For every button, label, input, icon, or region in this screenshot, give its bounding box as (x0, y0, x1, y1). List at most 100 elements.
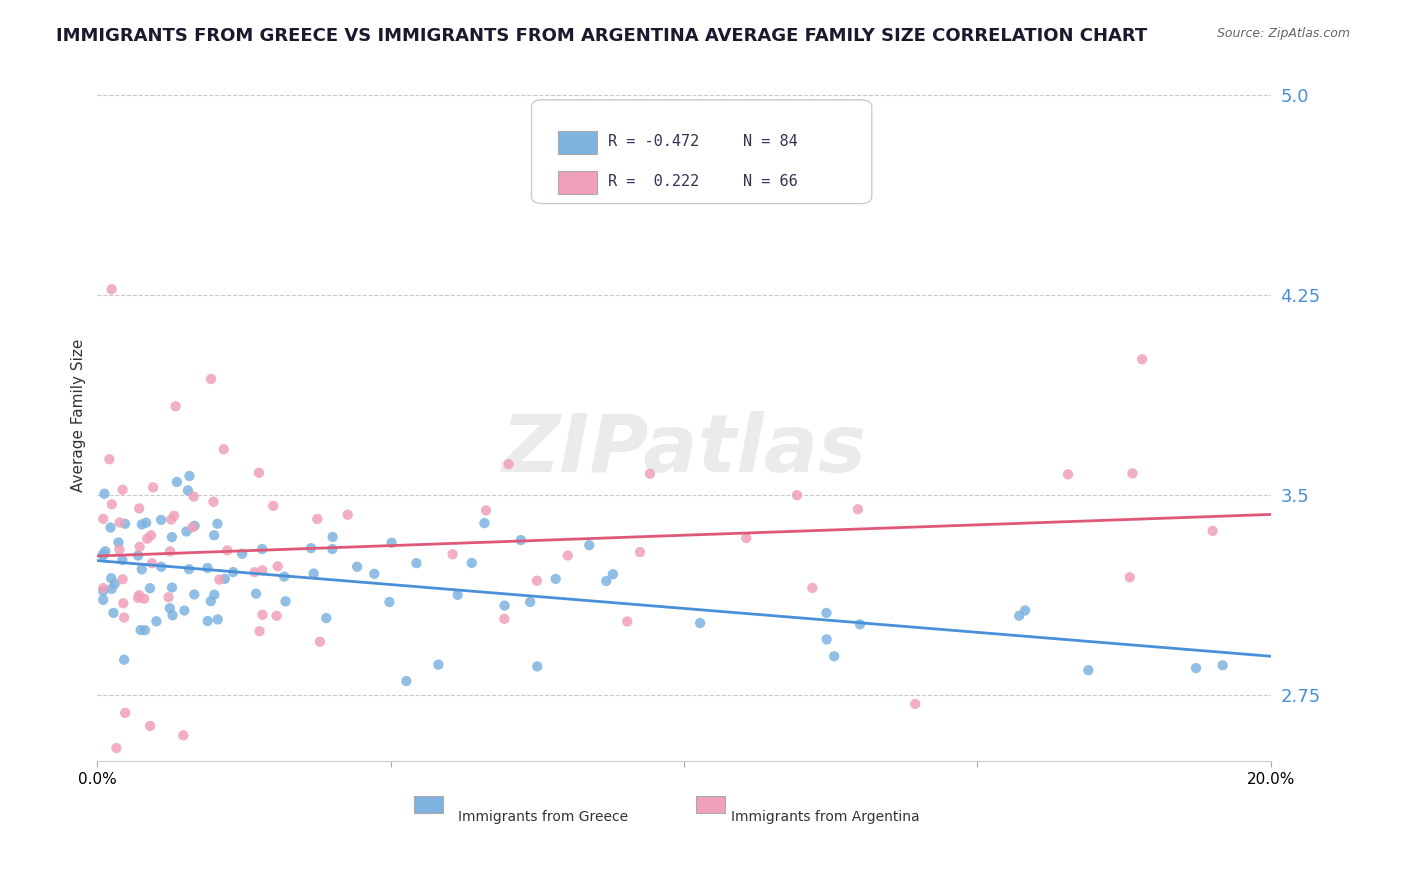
Point (405, 556, 427, 570)
Point (299, 541, 322, 556)
Point (214, 572, 236, 586)
Point (112, 596, 135, 610)
Point (127, 591, 149, 605)
Text: Immigrants from Argentina: Immigrants from Argentina (731, 810, 920, 824)
Point (207, 516, 229, 531)
Point (183, 490, 205, 504)
Point (245, 587, 267, 601)
Point (100, 571, 122, 585)
Point (1212, 658, 1234, 673)
Point (474, 516, 496, 531)
Point (112, 610, 135, 624)
Point (127, 549, 149, 563)
Point (129, 623, 152, 637)
Point (135, 516, 157, 530)
Point (94, 544, 117, 558)
Point (526, 574, 548, 588)
Point (202, 528, 225, 542)
Point (544, 572, 567, 586)
Point (801, 581, 824, 595)
Point (302, 566, 325, 581)
Point (243, 565, 266, 579)
Point (557, 549, 579, 563)
Point (498, 457, 520, 471)
Point (252, 607, 274, 622)
Text: Source: ZipAtlas.com: Source: ZipAtlas.com (1216, 27, 1350, 40)
Point (128, 540, 150, 554)
Point (321, 542, 343, 557)
Point (197, 561, 219, 575)
Point (616, 615, 638, 629)
Point (1121, 467, 1143, 481)
Point (315, 611, 337, 625)
Point (274, 594, 297, 608)
Point (638, 467, 661, 481)
Point (111, 572, 134, 586)
Point (131, 517, 153, 532)
Point (786, 488, 808, 502)
Point (111, 553, 134, 567)
Point (447, 588, 470, 602)
Point (159, 544, 181, 558)
Point (252, 563, 274, 577)
Point (509, 533, 531, 547)
FancyBboxPatch shape (558, 171, 598, 194)
Point (202, 495, 225, 509)
Point (208, 573, 231, 587)
Point (128, 501, 150, 516)
Point (131, 562, 153, 576)
Point (231, 547, 253, 561)
Point (494, 612, 516, 626)
Point (139, 528, 162, 542)
Text: IMMIGRANTS FROM GREECE VS IMMIGRANTS FROM ARGENTINA AVERAGE FAMILY SIZE CORRELAT: IMMIGRANTS FROM GREECE VS IMMIGRANTS FRO… (56, 27, 1147, 45)
Point (267, 559, 290, 574)
Text: N = 84: N = 84 (742, 134, 797, 149)
Point (128, 588, 150, 602)
Point (114, 706, 136, 720)
Point (141, 556, 163, 570)
Point (273, 569, 295, 583)
Y-axis label: Average Family Size: Average Family Size (72, 338, 86, 491)
Point (1185, 661, 1208, 675)
Point (249, 624, 271, 639)
Point (103, 606, 125, 620)
Point (212, 442, 235, 457)
Point (98, 452, 121, 467)
Point (91, 584, 114, 599)
Point (200, 594, 222, 608)
Point (108, 516, 131, 530)
Point (475, 503, 498, 517)
Point (1077, 663, 1099, 677)
Point (101, 497, 124, 511)
Point (904, 697, 927, 711)
FancyBboxPatch shape (531, 100, 872, 203)
Point (494, 599, 516, 613)
Point (602, 567, 624, 582)
Point (163, 508, 186, 523)
Point (176, 524, 198, 539)
Point (247, 466, 270, 480)
Point (1130, 352, 1153, 367)
Point (380, 535, 402, 549)
Point (309, 634, 332, 648)
Point (162, 608, 184, 623)
Point (150, 559, 173, 574)
Point (595, 574, 617, 588)
Point (139, 581, 162, 595)
Point (197, 614, 219, 628)
Point (628, 545, 651, 559)
Point (1201, 524, 1223, 538)
Point (849, 617, 872, 632)
Point (578, 538, 600, 552)
Point (165, 399, 187, 413)
FancyBboxPatch shape (558, 131, 598, 153)
Point (307, 512, 329, 526)
Text: ZIPatlas: ZIPatlas (502, 410, 866, 489)
Point (1008, 608, 1031, 623)
Point (172, 728, 194, 742)
Point (346, 559, 368, 574)
Point (108, 542, 131, 557)
Point (222, 565, 245, 579)
Point (823, 649, 845, 664)
Point (100, 582, 122, 596)
